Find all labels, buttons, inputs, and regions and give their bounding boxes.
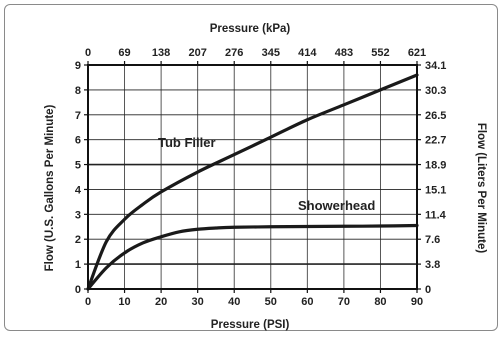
top-tick-label: 276 xyxy=(225,47,243,59)
axes xyxy=(84,61,421,293)
x-tick-label: 80 xyxy=(374,296,386,308)
y-tick-label: 2 xyxy=(75,234,81,246)
y-tick-label: 6 xyxy=(75,135,81,147)
top-tick-label: 483 xyxy=(335,47,353,59)
right-tick-label: 18.9 xyxy=(425,160,446,172)
y-tick-label: 9 xyxy=(75,60,81,72)
y-tick-label: 7 xyxy=(75,110,81,122)
y-axis-title-right: Flow (Liters Per Minute) xyxy=(475,123,487,254)
right-tick-label: 3.8 xyxy=(425,259,440,271)
y-tick-label: 8 xyxy=(75,85,81,97)
plot-border xyxy=(87,64,418,290)
y-tick-label: 1 xyxy=(75,259,81,271)
right-tick-label: 34.1 xyxy=(425,60,446,72)
x-axis-title: Pressure (PSI) xyxy=(211,319,290,331)
right-tick-label: 26.5 xyxy=(425,110,446,122)
top-tick-label: 69 xyxy=(118,47,130,59)
top-tick-label: 207 xyxy=(188,47,206,59)
grid xyxy=(87,64,418,290)
right-tick-label: 15.1 xyxy=(425,184,446,196)
right-tick-label: 11.4 xyxy=(425,209,447,221)
top-tick-label: 345 xyxy=(262,47,280,59)
x-tick-label: 0 xyxy=(85,296,91,308)
x-tick-label: 30 xyxy=(192,296,204,308)
y-tick-label: 4 xyxy=(75,184,82,196)
top-tick-label: 414 xyxy=(298,47,317,59)
series-lines xyxy=(86,73,419,291)
y-tick-label: 0 xyxy=(75,284,81,296)
y-tick-label: 3 xyxy=(75,209,81,221)
right-tick-label: 0 xyxy=(425,284,431,296)
y-tick-label: 5 xyxy=(75,160,81,172)
top-tick-label: 552 xyxy=(371,47,389,59)
top-axis-title: Pressure (kPa) xyxy=(210,23,291,35)
chart-frame xyxy=(4,4,498,331)
x-tick-label: 50 xyxy=(265,296,277,308)
x-tick-label: 70 xyxy=(338,296,350,308)
series-label-tub-filler: Tub Filler xyxy=(158,135,216,150)
x-tick-label: 40 xyxy=(228,296,240,308)
series-line-showerhead xyxy=(86,223,419,291)
x-tick-label: 90 xyxy=(411,296,423,308)
right-tick-label: 22.7 xyxy=(425,135,446,147)
right-tick-label: 7.6 xyxy=(425,234,440,246)
top-tick-label: 0 xyxy=(85,47,91,59)
x-tick-label: 60 xyxy=(301,296,313,308)
x-tick-label: 10 xyxy=(118,296,130,308)
top-tick-label: 621 xyxy=(408,47,426,59)
series-label-showerhead: Showerhead xyxy=(298,198,375,213)
right-tick-label: 30.3 xyxy=(425,85,446,97)
top-tick-label: 138 xyxy=(152,47,170,59)
y-axis-title-left: Flow (U.S. Gallons Per Minute) xyxy=(44,104,56,271)
x-tick-label: 20 xyxy=(155,296,167,308)
series-line-tub-filler xyxy=(86,73,419,291)
tick-labels: 0 10 20 30 40 50 60 70 80 900 69 138 207 276 345 414 483… xyxy=(75,47,447,308)
